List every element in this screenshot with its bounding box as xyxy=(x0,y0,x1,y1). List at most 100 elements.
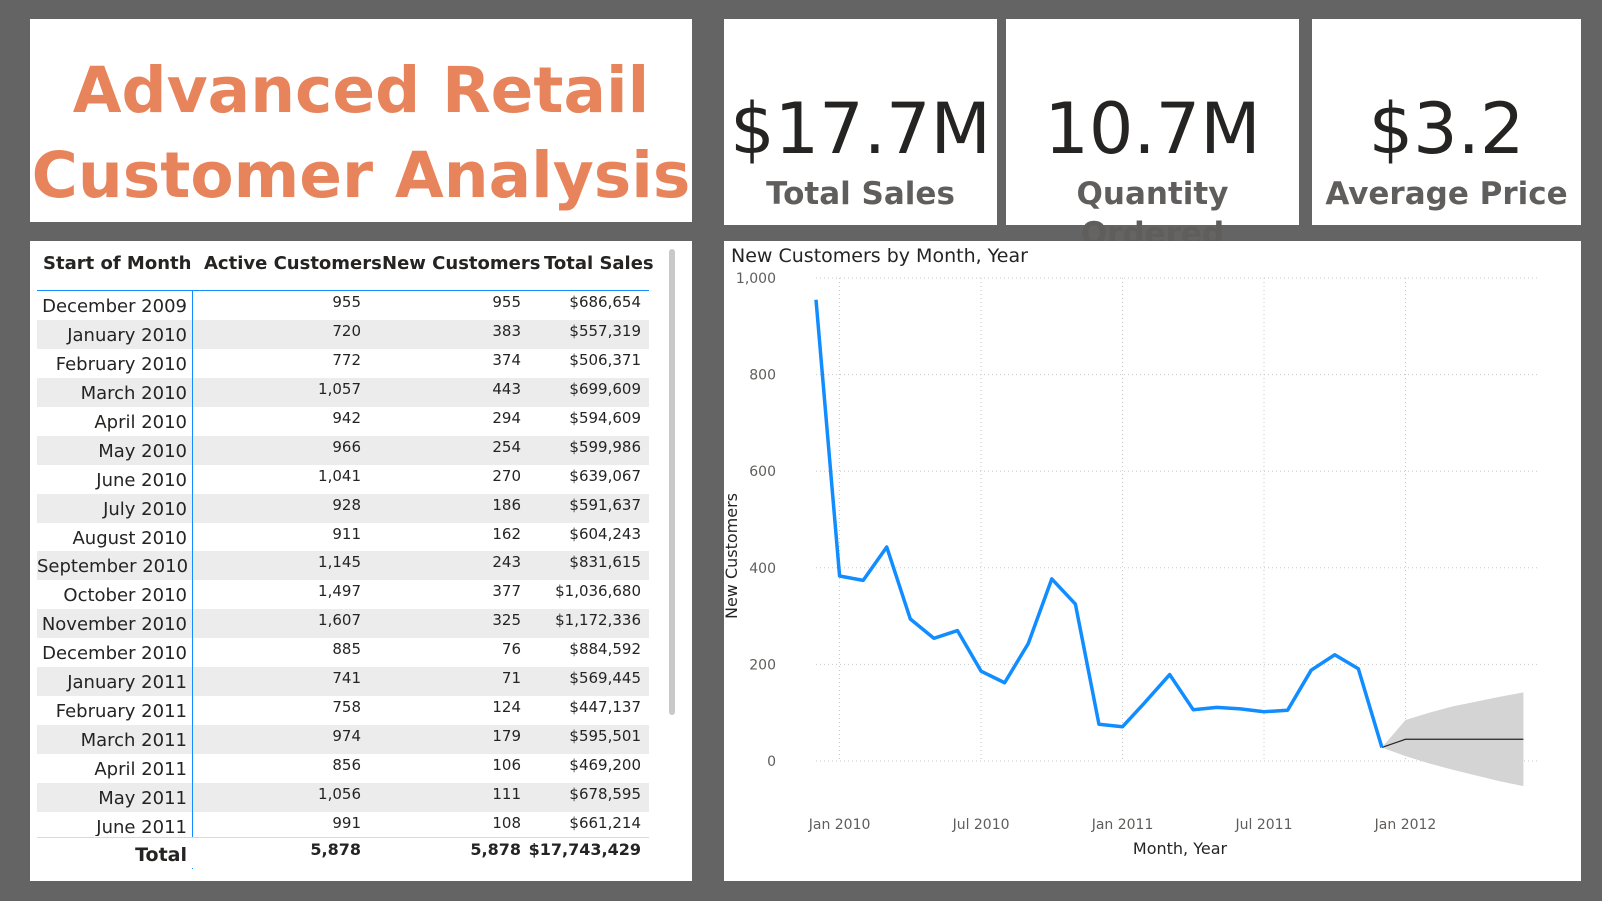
chart-title: New Customers by Month, Year xyxy=(731,245,1028,267)
table-row[interactable]: December 2009 955 955 $686,654 xyxy=(37,291,649,320)
y-tick-label: 1,000 xyxy=(736,271,776,287)
cell-start-of-month: December 2009 xyxy=(42,296,187,317)
total-active-customers: 5,878 xyxy=(310,840,361,859)
table-row[interactable]: February 2011 758 124 $447,137 xyxy=(37,696,649,725)
cell-total-sales: $557,319 xyxy=(569,321,641,340)
table-row[interactable]: September 2010 1,145 243 $831,615 xyxy=(37,551,649,581)
y-tick-label: 600 xyxy=(749,464,776,480)
cell-start-of-month: February 2011 xyxy=(55,701,187,723)
new-customers-chart[interactable]: New Customers by Month, Year 0 200 400 600 8… xyxy=(724,241,1581,881)
kpi-value: $3.2 xyxy=(1368,88,1525,170)
cell-active-customers: 1,056 xyxy=(318,784,361,803)
total-new-customers: 5,878 xyxy=(470,840,521,859)
cell-active-customers: 772 xyxy=(332,350,361,369)
cell-total-sales: $1,172,336 xyxy=(555,611,641,630)
cell-new-customers: 124 xyxy=(492,698,521,717)
x-tick-label: Jul 2011 xyxy=(1235,817,1293,833)
cell-start-of-month: January 2010 xyxy=(67,324,187,346)
cell-new-customers: 270 xyxy=(492,466,521,485)
table-row[interactable]: January 2011 741 71 $569,445 xyxy=(37,667,649,697)
column-header-active-customers[interactable]: Active Customers xyxy=(204,253,382,274)
cell-new-customers: 377 xyxy=(492,582,521,601)
cell-active-customers: 1,497 xyxy=(318,582,361,601)
total-sales: $17,743,429 xyxy=(528,840,641,859)
cell-total-sales: $1,036,680 xyxy=(555,582,641,601)
table-row[interactable]: January 2010 720 383 $557,319 xyxy=(37,319,649,349)
cell-new-customers: 325 xyxy=(492,611,521,630)
kpi-value: 10.7M xyxy=(1044,88,1261,170)
cell-active-customers: 758 xyxy=(332,698,361,717)
cell-start-of-month: April 2010 xyxy=(94,411,187,433)
cell-new-customers: 443 xyxy=(492,379,521,398)
new-customers-series-line xyxy=(814,299,1384,748)
row-header-divider xyxy=(192,291,193,869)
table-row[interactable]: March 2011 974 179 $595,501 xyxy=(37,725,649,754)
cell-start-of-month: May 2011 xyxy=(98,787,187,809)
cell-total-sales: $594,609 xyxy=(569,408,641,427)
cell-start-of-month: November 2010 xyxy=(41,614,187,636)
column-header-new-customers[interactable]: New Customers xyxy=(382,253,541,274)
customer-table[interactable]: Start of Month Active Customers New Cust… xyxy=(30,241,692,881)
x-tick-label: Jul 2010 xyxy=(952,817,1010,833)
table-row[interactable]: May 2011 1,056 111 $678,595 xyxy=(37,782,649,812)
cell-active-customers: 928 xyxy=(332,495,361,514)
kpi-card-total-sales[interactable]: $17.7M Total Sales xyxy=(724,19,997,225)
column-header-total-sales[interactable]: Total Sales xyxy=(544,253,654,274)
table-row[interactable]: July 2010 928 186 $591,637 xyxy=(37,493,649,523)
kpi-card-quantity-ordered[interactable]: 10.7M Quantity Ordered xyxy=(1006,19,1299,252)
cell-total-sales: $595,501 xyxy=(569,727,641,746)
cell-new-customers: 383 xyxy=(492,321,521,340)
cell-total-sales: $591,637 xyxy=(569,495,641,514)
cell-active-customers: 1,057 xyxy=(318,379,361,398)
total-label: Total xyxy=(135,844,187,866)
cell-new-customers: 243 xyxy=(492,553,521,572)
cell-start-of-month: July 2010 xyxy=(103,498,187,520)
cell-total-sales: $686,654 xyxy=(569,293,641,311)
cell-new-customers: 254 xyxy=(492,437,521,456)
cell-new-customers: 162 xyxy=(492,524,521,543)
x-tick-label: Jan 2010 xyxy=(808,817,871,833)
table-row[interactable]: February 2010 772 374 $506,371 xyxy=(37,349,649,378)
cell-new-customers: 294 xyxy=(492,408,521,427)
column-header-start-of-month[interactable]: Start of Month xyxy=(43,253,192,274)
cell-start-of-month: September 2010 xyxy=(37,556,189,578)
kpi-value: $17.7M xyxy=(730,88,991,170)
cell-start-of-month: August 2010 xyxy=(72,527,187,549)
cell-start-of-month: December 2010 xyxy=(42,643,187,665)
kpi-card-average-price[interactable]: $3.2 Average Price xyxy=(1312,19,1581,225)
table-row[interactable]: March 2010 1,057 443 $699,609 xyxy=(37,377,649,407)
cell-new-customers: 374 xyxy=(492,350,521,369)
title-card: Advanced Retail Customer Analysis xyxy=(30,19,692,222)
x-tick-label: Jan 2012 xyxy=(1374,817,1437,833)
cell-total-sales: $447,137 xyxy=(569,698,641,717)
table-row[interactable]: June 2010 1,041 270 $639,067 xyxy=(37,465,649,494)
cell-start-of-month: October 2010 xyxy=(63,585,187,607)
table-row[interactable]: April 2011 856 106 $469,200 xyxy=(37,754,649,783)
cell-start-of-month: February 2010 xyxy=(55,353,187,375)
table-row[interactable]: May 2010 966 254 $599,986 xyxy=(37,435,649,465)
cell-new-customers: 71 xyxy=(501,669,521,688)
x-axis-label: Month, Year xyxy=(1133,839,1228,858)
vertical-scrollbar[interactable] xyxy=(669,249,675,715)
x-tick-label: Jan 2011 xyxy=(1091,817,1154,833)
cell-total-sales: $699,609 xyxy=(569,379,641,398)
table-row[interactable]: June 2011 991 108 $661,214 xyxy=(37,812,649,836)
table-row[interactable]: April 2010 942 294 $594,609 xyxy=(37,407,649,436)
kpi-label: Total Sales xyxy=(766,176,955,212)
cell-total-sales: $506,371 xyxy=(569,350,641,369)
cell-new-customers: 179 xyxy=(492,727,521,746)
cell-total-sales: $469,200 xyxy=(569,756,641,774)
table-row[interactable]: October 2010 1,497 377 $1,036,680 xyxy=(37,580,649,609)
table-row[interactable]: November 2010 1,607 325 $1,172,336 xyxy=(37,609,649,639)
cell-new-customers: 106 xyxy=(492,756,521,774)
cell-active-customers: 720 xyxy=(332,321,361,340)
table-row[interactable]: August 2010 911 162 $604,243 xyxy=(37,523,649,552)
cell-active-customers: 885 xyxy=(332,640,361,659)
kpi-label: Quantity Ordered xyxy=(1076,176,1229,252)
table-row[interactable]: December 2010 885 76 $884,592 xyxy=(37,638,649,667)
table-body[interactable]: December 2009 955 955 $686,654 January 2010 7… xyxy=(37,291,649,836)
cell-total-sales: $831,615 xyxy=(569,553,641,572)
cell-start-of-month: June 2010 xyxy=(96,469,187,491)
cell-active-customers: 966 xyxy=(332,437,361,456)
cell-active-customers: 856 xyxy=(332,756,361,774)
